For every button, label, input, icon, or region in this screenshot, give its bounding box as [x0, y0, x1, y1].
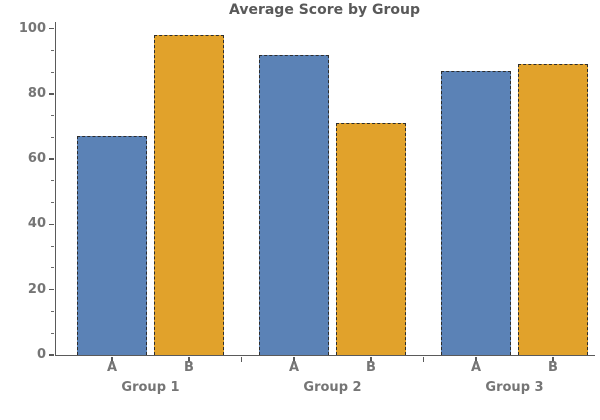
- y-axis-minor-tick: [51, 71, 54, 73]
- bar-group3-a: [441, 70, 511, 355]
- x-axis-bar-label: B: [184, 360, 194, 375]
- bar-group3-b: [518, 64, 588, 355]
- y-axis-minor-tick: [51, 136, 54, 138]
- x-axis-group-label: Group 3: [485, 380, 544, 395]
- chart-title: Average Score by Group: [229, 2, 420, 18]
- y-axis-tick-label: 100: [18, 20, 46, 36]
- y-axis-minor-tick: [51, 310, 54, 312]
- y-axis-major-tick: [49, 27, 54, 30]
- y-axis-major-tick: [49, 223, 54, 226]
- y-axis-major-tick: [49, 354, 54, 356]
- x-axis-bar-tick: [552, 357, 554, 361]
- x-axis-bar-label: B: [366, 360, 376, 375]
- y-axis-minor-tick: [51, 49, 54, 51]
- bar-group1-a: [77, 136, 147, 355]
- y-axis-minor-tick: [51, 245, 54, 247]
- x-axis-bar-label: A: [106, 360, 118, 375]
- x-axis-bar-label: A: [470, 360, 482, 375]
- x-axis-bar-tick: [188, 357, 190, 361]
- y-axis-major-tick: [49, 288, 54, 291]
- x-axis-bar-tick: [370, 357, 372, 361]
- y-axis-major-tick: [49, 93, 54, 95]
- plot-area: 0 20 40 60 80 100 A B Group 1 A B Group 2 A B Group 3: [19, 21, 595, 395]
- y-axis-major-tick: [49, 158, 54, 160]
- y-axis-tick-label: 60: [27, 151, 46, 167]
- y-axis-tick-label: 20: [27, 281, 46, 297]
- y-axis-minor-tick: [51, 202, 54, 204]
- y-axis-minor-tick: [51, 332, 54, 334]
- x-axis-bar-tick: [475, 357, 477, 361]
- bar-group1-b: [154, 35, 224, 355]
- bar-group2-a: [259, 54, 329, 355]
- x-axis-group-label: Group 2: [303, 380, 362, 395]
- y-axis-minor-tick: [51, 115, 54, 117]
- x-axis-bar-label: A: [288, 360, 300, 375]
- x-axis-group-boundary-tick: [240, 357, 243, 362]
- y-axis-tick-label: 0: [36, 347, 46, 362]
- bar-group2-b: [336, 123, 406, 355]
- y-axis-tick-label: 80: [27, 85, 46, 101]
- y-axis-minor-tick: [51, 267, 54, 269]
- x-axis-bar-tick: [293, 357, 295, 361]
- y-axis-minor-tick: [51, 180, 54, 182]
- x-axis-bar-tick: [111, 357, 113, 361]
- x-axis-group-label: Group 1: [121, 380, 180, 395]
- x-axis-bar-label: B: [548, 360, 558, 375]
- x-axis-group-boundary-tick: [422, 357, 425, 362]
- y-axis-tick-label: 40: [27, 216, 46, 232]
